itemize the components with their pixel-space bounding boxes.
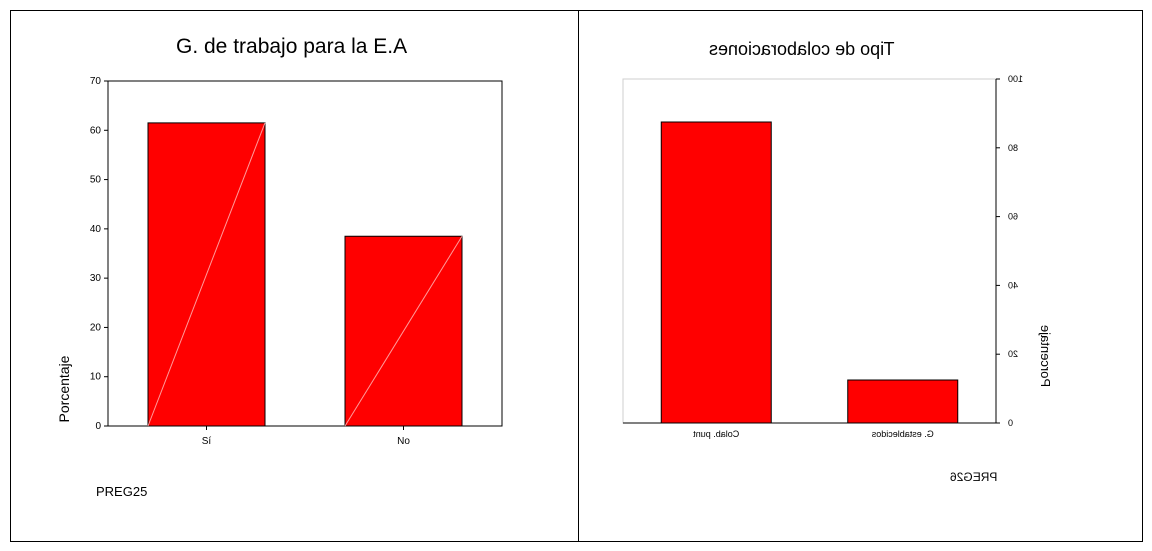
y-axis-label: Porcentaje <box>1038 325 1053 387</box>
y-tick-label: 40 <box>90 224 102 235</box>
y-tick-label: 30 <box>90 273 102 284</box>
bar <box>660 121 772 424</box>
y-tick-label: 60 <box>1008 212 1018 222</box>
right-bar-chart: 0 20 40 60 80 100 Porcentaje Colab. punt G. esta… <box>622 74 1053 439</box>
y-tick-label: 0 <box>1008 418 1013 428</box>
x-axis-label: PREG26 <box>950 470 998 484</box>
panel-divider <box>578 10 579 542</box>
bar-hatch <box>147 122 266 427</box>
y-tick-label: 40 <box>1008 280 1018 290</box>
x-tick-label: Sí <box>202 436 212 447</box>
y-tick-label: 20 <box>90 322 102 333</box>
bar-hatch <box>344 235 463 427</box>
y-tick-label: 100 <box>1008 74 1023 84</box>
x-tick-label: No <box>397 436 410 447</box>
y-tick-label: 10 <box>90 372 102 383</box>
y-tick-label: 50 <box>90 175 102 186</box>
bar <box>847 379 959 424</box>
x-tick-label: Colab. punt <box>693 429 740 439</box>
y-tick-label: 0 <box>95 421 101 432</box>
y-tick-label: 20 <box>1008 349 1018 359</box>
y-axis-label: Porcentaje <box>56 355 72 422</box>
y-tick-label: 70 <box>90 76 102 87</box>
figure-frame <box>10 10 1143 542</box>
x-tick-label: G. establecidos <box>871 429 934 439</box>
x-axis-label: PREG25 <box>96 484 148 499</box>
y-tick-label: 60 <box>90 125 102 136</box>
chart-title: G. de trabajo para la E.A <box>176 35 408 58</box>
y-tick-label: 80 <box>1008 143 1018 153</box>
left-bar-chart: 0 10 20 30 40 50 60 70 Porcentaje Sí No <box>56 76 503 447</box>
left-chart-panel: G. de trabajo para la E.A 0 10 20 30 40 50 60 7… <box>11 11 577 541</box>
right-chart-panel: Tipo de colaboraciones 0 20 40 60 80 100 Porce… <box>579 11 1142 541</box>
plot-area <box>107 80 503 427</box>
